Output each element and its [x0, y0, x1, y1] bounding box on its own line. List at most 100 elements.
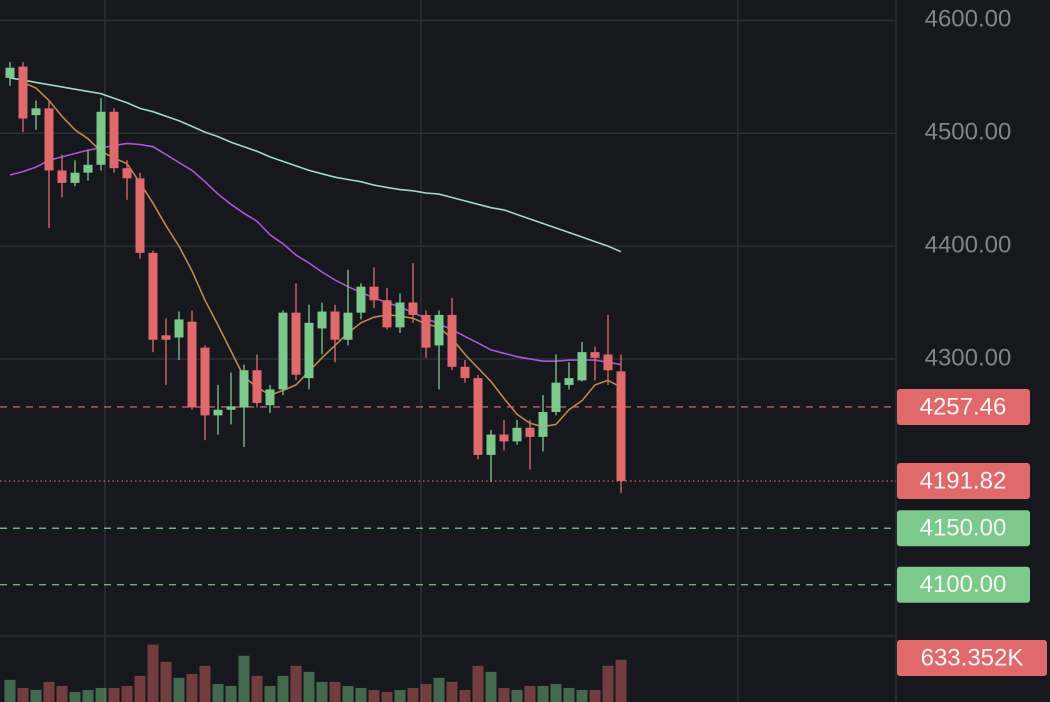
- candle-body: [83, 164, 93, 173]
- candle-body: [356, 286, 366, 313]
- volume-bar: [238, 655, 250, 702]
- volume-bar: [576, 689, 588, 702]
- volume-bar: [563, 687, 575, 702]
- price-badge-label: 4150.00: [920, 515, 1007, 542]
- price-badge: [897, 388, 1030, 425]
- volume-bar: [4, 679, 16, 702]
- candle-body: [473, 378, 483, 455]
- volume-bar: [433, 677, 445, 702]
- volume-bar: [303, 671, 315, 702]
- plot-layer: 4600.00 4500.00 4400.00 4300.00 4257.46 4191.…: [0, 6, 1047, 702]
- candle-body: [616, 371, 626, 482]
- volume-bar: [420, 683, 432, 702]
- volume-bar: [342, 685, 354, 702]
- candle-body: [317, 311, 327, 329]
- candle-body: [408, 302, 418, 315]
- volume-bar: [30, 689, 42, 702]
- candle-body: [590, 352, 600, 358]
- candle-body: [174, 319, 184, 338]
- volume-badge: [897, 640, 1047, 676]
- candle-body: [57, 170, 67, 183]
- candle-body: [44, 108, 54, 171]
- volume-bar: [407, 687, 419, 702]
- price-badge-label: 4191.82: [920, 467, 1007, 494]
- candle-body: [486, 434, 496, 455]
- candle-body: [70, 172, 80, 183]
- candle-body: [538, 411, 548, 437]
- candle-body: [239, 370, 249, 408]
- price-badge: [897, 510, 1030, 547]
- volume-bar: [251, 675, 263, 702]
- volume-bar: [615, 659, 627, 702]
- candle-body: [252, 370, 262, 403]
- candle-body: [343, 312, 353, 340]
- volume-bar: [472, 665, 484, 702]
- candle-body: [96, 111, 106, 165]
- volume-bar: [134, 675, 146, 702]
- candle-body: [5, 67, 15, 78]
- candle-body: [330, 311, 340, 340]
- volume-bar: [498, 687, 510, 702]
- price-badge-label: 4257.46: [920, 393, 1007, 420]
- volume-bar: [212, 683, 224, 702]
- y-tick-label: 4300.00: [925, 344, 1012, 371]
- candle-body: [447, 314, 457, 367]
- volume-bar: [329, 681, 341, 702]
- volume-bar: [186, 673, 198, 702]
- candle-body: [564, 378, 574, 385]
- volume-bar: [17, 687, 29, 702]
- volume-bar: [394, 689, 406, 702]
- candle-body: [460, 366, 470, 379]
- volume-bar: [173, 677, 185, 702]
- volume-bar: [485, 671, 497, 702]
- volume-bar: [160, 661, 172, 702]
- candle-body: [369, 286, 379, 301]
- volume-bar: [121, 685, 133, 702]
- candle-body: [135, 178, 145, 253]
- candle-body: [577, 352, 587, 381]
- candle-body: [122, 168, 132, 179]
- price-badge: [897, 566, 1030, 603]
- volume-bar: [355, 687, 367, 702]
- volume-bar: [459, 689, 471, 702]
- candle-body: [603, 354, 613, 371]
- candle-body: [421, 314, 431, 348]
- y-tick-label: 4400.00: [925, 231, 1012, 258]
- candle-body: [18, 66, 28, 119]
- candle-body: [148, 252, 158, 340]
- volume-bar: [550, 683, 562, 702]
- volume-bar: [290, 665, 302, 702]
- candle-body: [382, 300, 392, 328]
- candle-body: [161, 335, 171, 340]
- volume-bar: [69, 691, 81, 702]
- candle-body: [434, 314, 444, 346]
- volume-bar: [95, 687, 107, 702]
- volume-bar: [524, 685, 536, 702]
- candle-body: [265, 389, 275, 406]
- candle-body: [512, 427, 522, 442]
- volume-bar: [43, 681, 55, 702]
- candle-body: [278, 312, 288, 390]
- y-tick-label: 4600.00: [925, 6, 1012, 33]
- candle-body: [499, 434, 509, 442]
- moving-average-line: [9, 77, 622, 253]
- candle-body: [291, 312, 301, 375]
- volume-bar: [264, 685, 276, 702]
- price-badge-label: 4100.00: [920, 571, 1007, 598]
- volume-bar: [446, 681, 458, 702]
- volume-bar: [381, 691, 393, 702]
- volume-bar: [602, 665, 614, 702]
- volume-bar: [589, 689, 601, 702]
- volume-bar: [82, 689, 94, 702]
- candle-body: [226, 406, 236, 410]
- volume-bar: [511, 689, 523, 702]
- price-badge: [897, 463, 1030, 500]
- moving-average-line: [22, 81, 622, 428]
- volume-bar: [56, 685, 68, 702]
- candle-body: [109, 111, 119, 169]
- candle-body: [213, 409, 223, 416]
- volume-bar: [537, 685, 549, 702]
- volume-bar: [147, 644, 159, 702]
